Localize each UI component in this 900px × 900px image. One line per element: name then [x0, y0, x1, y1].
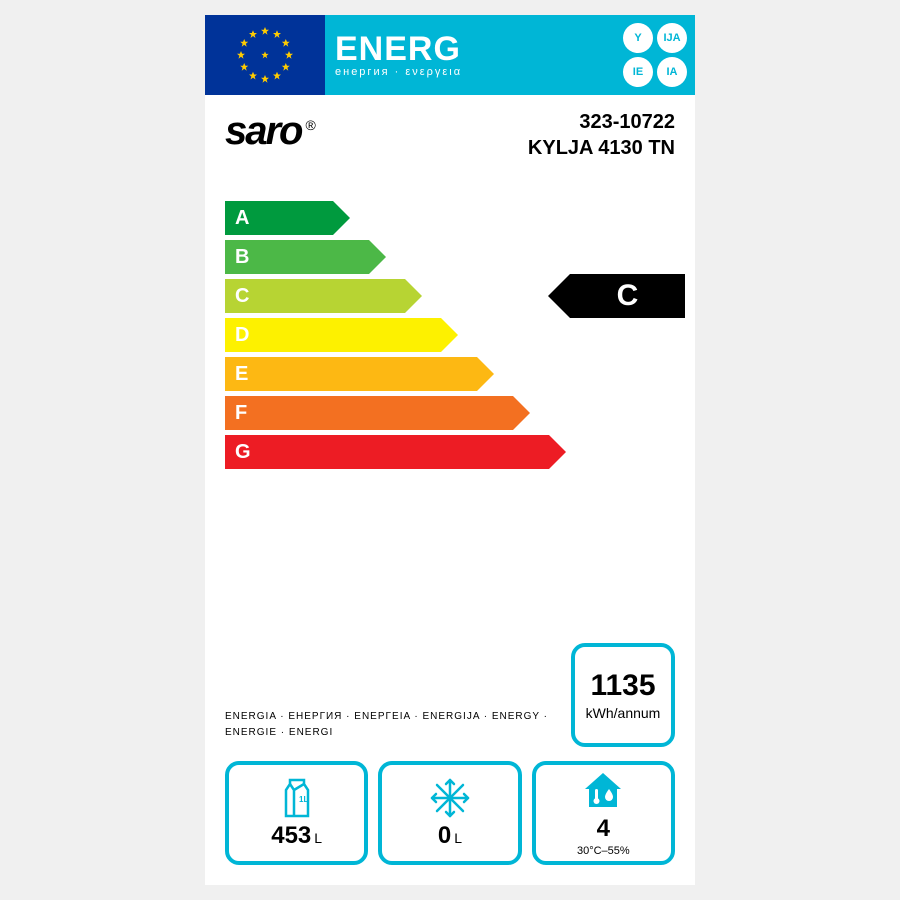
model-name: KYLJA 4130 TN [528, 135, 675, 161]
house-climate-icon [581, 769, 625, 813]
efficiency-bar-label: E [235, 363, 248, 386]
efficiency-bar-f: F [225, 396, 513, 430]
brand-model-row: saro® 323-10722 KYLJA 4130 TN [205, 95, 695, 161]
energy-words: ENERGIA · ЕНЕРГИЯ · ΕΝΕΡΓΕΙΑ · ENERGIJA … [225, 709, 571, 747]
kwh-unit: kWh/annum [586, 705, 661, 721]
header: ENERG енергия · ενεργεια Y IJA IE IA [205, 15, 695, 95]
energ-subtitle: енергия · ενεργεια [335, 66, 462, 78]
fridge-volume-box: 1L 453L [225, 761, 368, 865]
registered-mark: ® [306, 117, 314, 133]
energ-title: ENERG [335, 32, 462, 66]
region-codes: Y IJA IE IA [623, 23, 687, 87]
efficiency-bar-label: F [235, 402, 247, 425]
milk-carton-icon: 1L [282, 776, 312, 820]
model-info: 323-10722 KYLJA 4130 TN [528, 109, 675, 161]
efficiency-bar-b: B [225, 240, 369, 274]
eu-flag-icon [205, 15, 325, 95]
code: IE [623, 57, 653, 87]
freezer-volume-box: 0L [378, 761, 521, 865]
energy-label: ENERG енергия · ενεργεια Y IJA IE IA sar… [205, 15, 695, 885]
rating-letter: C [617, 279, 639, 313]
rating-pointer: C [570, 274, 685, 318]
brand-logo: saro® [225, 109, 314, 161]
code: Y [623, 23, 653, 53]
efficiency-bar-label: C [235, 285, 249, 308]
fridge-value: 453L [271, 822, 322, 850]
efficiency-bar-a: A [225, 201, 333, 235]
brand-name: saro [225, 109, 302, 153]
efficiency-bar-label: G [235, 441, 251, 464]
specifications: ENERGIA · ЕНЕРГИЯ · ΕΝΕΡΓΕΙΑ · ENERGIJA … [225, 643, 675, 865]
efficiency-bar-e: E [225, 357, 477, 391]
kwh-box: 1135 kWh/annum [571, 643, 675, 747]
code: IA [657, 57, 687, 87]
efficiency-bar-label: A [235, 207, 249, 230]
climate-value: 4 [597, 815, 610, 843]
svg-text:1L: 1L [299, 795, 308, 804]
kwh-value: 1135 [590, 669, 655, 703]
efficiency-scale: ABCDEFGC [225, 201, 675, 501]
efficiency-bar-g: G [225, 435, 549, 469]
climate-class-box: 4 30°C–55% [532, 761, 675, 865]
code: IJA [657, 23, 687, 53]
freezer-value: 0L [438, 822, 462, 850]
energ-banner: ENERG енергия · ενεργεια Y IJA IE IA [325, 15, 695, 95]
efficiency-bar-c: C [225, 279, 405, 313]
climate-sub: 30°C–55% [577, 845, 630, 857]
model-number: 323-10722 [528, 109, 675, 135]
efficiency-bar-d: D [225, 318, 441, 352]
snowflake-icon [428, 776, 472, 820]
efficiency-bar-label: D [235, 324, 249, 347]
efficiency-bar-label: B [235, 246, 249, 269]
